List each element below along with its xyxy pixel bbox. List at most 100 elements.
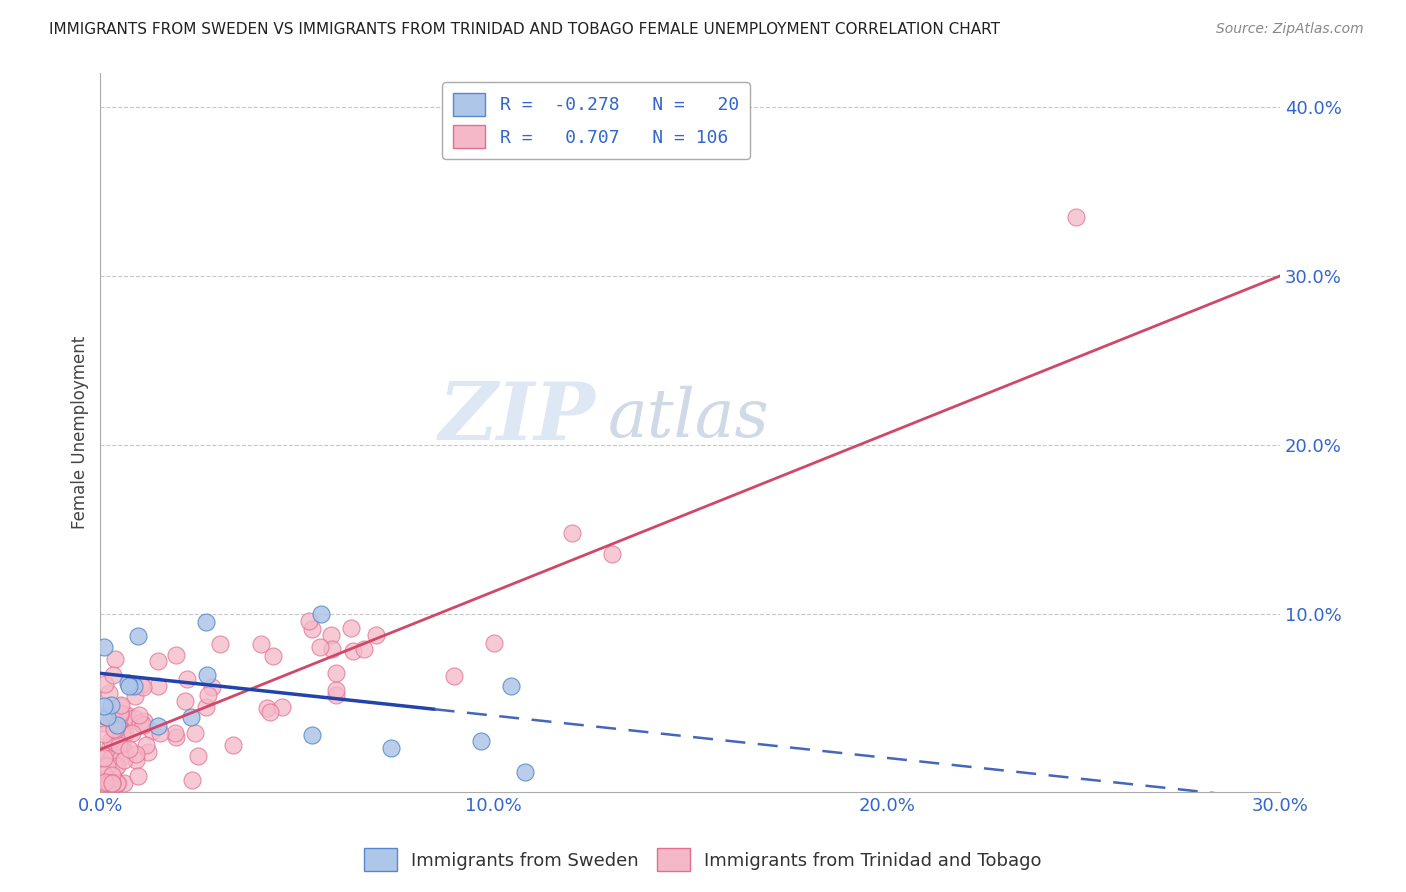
Point [443, 669, 465, 683]
Point [93, 751, 115, 765]
Point [108, 714, 131, 728]
Point [103, 707, 125, 722]
Point [93, 727, 115, 741]
Point [110, 750, 132, 764]
Point [93, 715, 115, 730]
Point [108, 698, 131, 713]
Point [183, 725, 205, 739]
Point [114, 707, 136, 722]
Point [499, 679, 522, 693]
Point [454, 802, 477, 816]
Point [340, 621, 363, 635]
Point [100, 733, 122, 747]
Point [107, 746, 129, 760]
Point [297, 614, 319, 628]
Point [104, 736, 127, 750]
Point [194, 615, 217, 629]
Point [97, 772, 120, 786]
Point [470, 733, 492, 747]
Point [103, 722, 125, 736]
Point [325, 665, 347, 680]
Point [163, 726, 186, 740]
Point [107, 776, 129, 790]
Point [94, 757, 117, 772]
Point [94, 677, 117, 691]
Point [125, 753, 148, 767]
Point [97, 776, 120, 790]
Point [165, 730, 187, 744]
Point [100, 776, 122, 790]
Point [149, 726, 172, 740]
Point [259, 705, 281, 719]
Text: IMMIGRANTS FROM SWEDEN VS IMMIGRANTS FROM TRINIDAD AND TOBAGO FEMALE UNEMPLOYMEN: IMMIGRANTS FROM SWEDEN VS IMMIGRANTS FRO… [49, 22, 1000, 37]
Point [93, 748, 115, 763]
Point [125, 747, 148, 761]
Point [128, 708, 150, 723]
Point [148, 719, 170, 733]
Point [209, 637, 232, 651]
Point [342, 644, 364, 658]
Legend: Immigrants from Sweden, Immigrants from Trinidad and Tobago: Immigrants from Sweden, Immigrants from … [357, 841, 1049, 879]
Point [513, 764, 536, 779]
Point [122, 711, 145, 725]
Point [173, 694, 195, 708]
Point [132, 714, 155, 728]
Point [187, 749, 209, 764]
Legend: R =  -0.278   N =   20, R =   0.707   N = 106: R = -0.278 N = 20, R = 0.707 N = 106 [441, 82, 749, 159]
Point [93, 767, 115, 781]
Point [112, 753, 135, 767]
Point [180, 710, 202, 724]
Point [108, 706, 131, 721]
Point [94, 775, 117, 789]
Point [111, 737, 134, 751]
Point [105, 758, 128, 772]
Point [325, 688, 347, 702]
Point [1064, 210, 1087, 224]
Point [197, 688, 219, 702]
Point [301, 728, 323, 742]
Point [321, 628, 343, 642]
Point [96, 759, 118, 773]
Text: ZIP: ZIP [439, 379, 596, 457]
Point [148, 679, 170, 693]
Point [117, 741, 139, 756]
Point [93, 776, 115, 790]
Point [105, 718, 128, 732]
Point [117, 676, 139, 690]
Point [112, 744, 135, 758]
Point [309, 640, 332, 654]
Point [222, 739, 245, 753]
Point [301, 622, 323, 636]
Point [114, 726, 136, 740]
Point [132, 717, 155, 731]
Point [195, 668, 218, 682]
Point [108, 738, 131, 752]
Point [325, 682, 347, 697]
Point [115, 708, 138, 723]
Point [110, 727, 132, 741]
Point [112, 776, 135, 790]
Text: Source: ZipAtlas.com: Source: ZipAtlas.com [1216, 22, 1364, 37]
Point [93, 699, 115, 714]
Point [165, 648, 187, 663]
Point [141, 723, 163, 738]
Point [93, 708, 115, 723]
Y-axis label: Female Unemployment: Female Unemployment [72, 335, 89, 529]
Point [104, 723, 127, 738]
Point [110, 708, 132, 723]
Text: atlas: atlas [607, 385, 769, 450]
Point [311, 607, 333, 621]
Point [108, 721, 131, 735]
Point [124, 689, 146, 703]
Point [561, 525, 583, 540]
Point [270, 699, 292, 714]
Point [136, 745, 159, 759]
Point [146, 655, 169, 669]
Point [132, 681, 155, 695]
Point [111, 713, 134, 727]
Point [249, 637, 271, 651]
Point [256, 701, 278, 715]
Point [98, 739, 121, 753]
Point [380, 740, 402, 755]
Point [364, 627, 387, 641]
